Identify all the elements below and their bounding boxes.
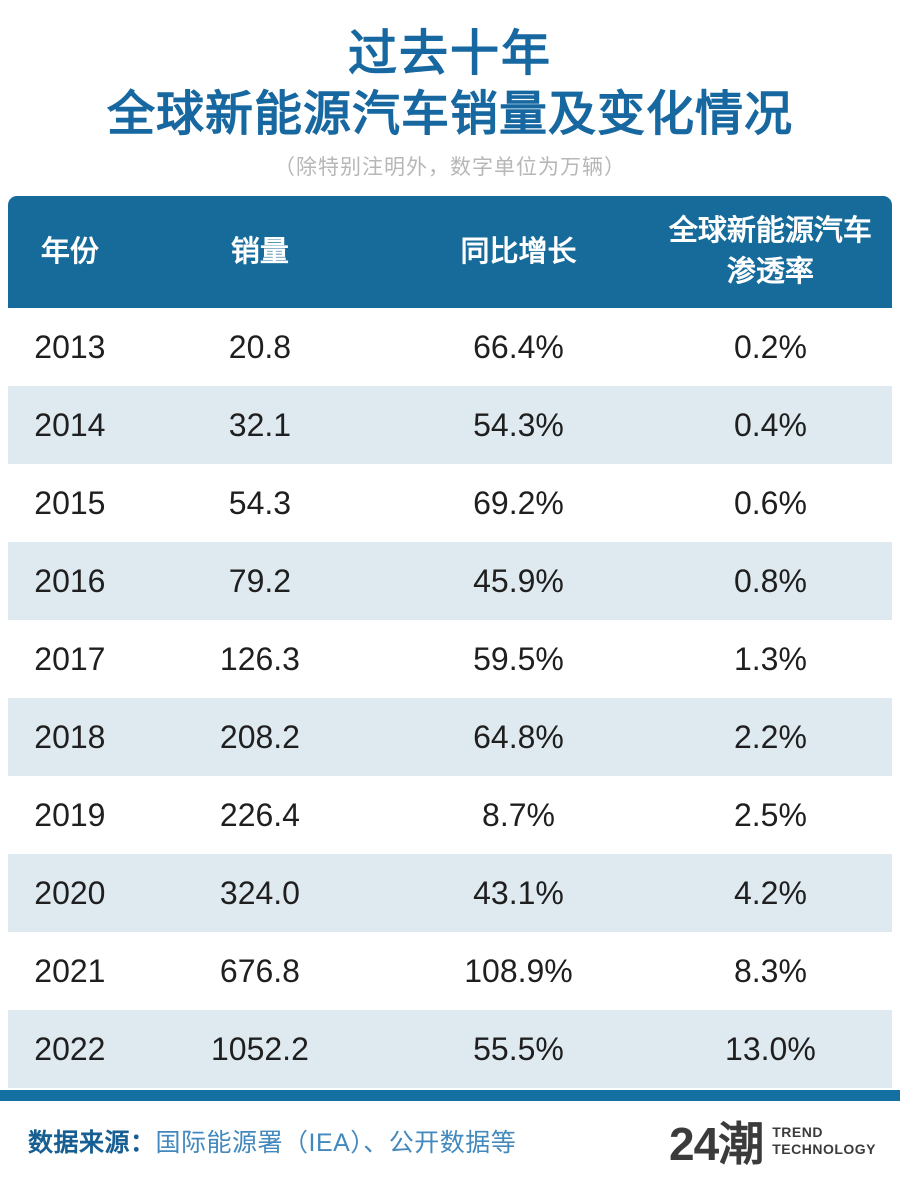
cell-penetration: 0.4% [733, 406, 807, 443]
bottom-accent-bar [0, 1090, 900, 1101]
unit-note: （除特别注明外，数字单位为万辆） [274, 155, 626, 179]
table-header-row: 年份 销量 同比增长 全球新能源汽车 渗透率 [8, 196, 892, 308]
cell-penetration: 2.5% [733, 796, 807, 833]
logo-24chao-wordmark: 24潮 [669, 1118, 764, 1170]
cell-penetration: 13.0% [725, 1030, 816, 1067]
table-row-2020: 2020 324.0 43.1% 4.2% [8, 854, 892, 932]
cell-sales: 79.2 [228, 562, 292, 599]
cell-yoy-growth: 55.5% [473, 1030, 564, 1067]
data-table: 年份 销量 同比增长 全球新能源汽车 渗透率 2013 20.8 66.4% 0… [8, 196, 892, 1088]
cell-year: 2019 [34, 796, 106, 833]
cell-penetration: 4.2% [733, 874, 807, 911]
cell-yoy-growth: 59.5% [473, 640, 564, 677]
data-source-text: 国际能源署（IEA）、公开数据等 [155, 1129, 517, 1157]
logo-trend-technology-text: TREND TECHNOLOGY [772, 1123, 876, 1158]
cell-yoy-growth: 43.1% [473, 874, 564, 911]
column-header-sales: 销量 [230, 235, 289, 268]
page-title-line2: 全球新能源汽车销量及变化情况 [106, 87, 793, 141]
table-row-2022: 2022 1052.2 55.5% 13.0% [8, 1010, 892, 1088]
cell-yoy-growth: 45.9% [473, 562, 564, 599]
table-row-2018: 2018 208.2 64.8% 2.2% [8, 698, 892, 776]
table-row-2017: 2017 126.3 59.5% 1.3% [8, 620, 892, 698]
cell-yoy-growth: 69.2% [473, 484, 564, 521]
cell-sales: 1052.2 [210, 1030, 309, 1067]
table-row-2013: 2013 20.8 66.4% 0.2% [8, 308, 892, 386]
cell-year: 2020 [34, 874, 106, 911]
cell-yoy-growth: 108.9% [464, 952, 573, 989]
cell-penetration: 1.3% [733, 640, 807, 677]
cell-year: 2021 [34, 952, 106, 989]
title-block: 过去十年 全球新能源汽车销量及变化情况 （除特别注明外，数字单位为万辆） [0, 0, 900, 181]
cell-sales: 226.4 [219, 796, 300, 833]
cell-year: 2018 [34, 718, 106, 755]
cell-sales: 32.1 [228, 406, 292, 443]
column-header-year: 年份 [40, 235, 99, 268]
cell-year: 2022 [34, 1030, 106, 1067]
cell-sales: 324.0 [219, 874, 300, 911]
cell-year: 2015 [34, 484, 106, 521]
cell-yoy-growth: 54.3% [473, 406, 564, 443]
cell-penetration: 8.3% [733, 952, 807, 989]
cell-year: 2013 [34, 328, 106, 365]
cell-penetration: 2.2% [733, 718, 807, 755]
cell-penetration: 0.8% [733, 562, 807, 599]
data-source: 数据来源：国际能源署（IEA）、公开数据等 [28, 1123, 516, 1159]
cell-sales: 676.8 [219, 952, 300, 989]
cell-sales: 208.2 [219, 718, 300, 755]
cell-year: 2014 [34, 406, 106, 443]
table-row-2019: 2019 226.4 8.7% 2.5% [8, 776, 892, 854]
column-header-yoy-growth: 同比增长 [460, 235, 577, 268]
cell-year: 2016 [34, 562, 106, 599]
cell-sales: 126.3 [219, 640, 300, 677]
table-row-2021: 2021 676.8 108.9% 8.3% [8, 932, 892, 1010]
page-title-line1: 过去十年 [347, 27, 552, 81]
table-row-2015: 2015 54.3 69.2% 0.6% [8, 464, 892, 542]
cell-sales: 54.3 [228, 484, 292, 521]
cell-penetration: 0.6% [733, 484, 807, 521]
table-body: 2013 20.8 66.4% 0.2% 2014 32.1 54.3% 0.4… [8, 308, 892, 1088]
table-row-2014: 2014 32.1 54.3% 0.4% [8, 386, 892, 464]
footer: 数据来源：国际能源署（IEA）、公开数据等 24潮 TREND TECHNOLO… [28, 1106, 876, 1176]
cell-yoy-growth: 66.4% [473, 328, 564, 365]
cell-yoy-growth: 8.7% [482, 796, 555, 833]
table-row-2016: 2016 79.2 45.9% 0.8% [8, 542, 892, 620]
data-source-label: 数据来源： [28, 1129, 156, 1157]
column-header-penetration: 全球新能源汽车 渗透率 [668, 215, 872, 288]
cell-yoy-growth: 64.8% [473, 718, 564, 755]
brand-logo: 24潮 TREND TECHNOLOGY [669, 1108, 876, 1174]
cell-year: 2017 [34, 640, 106, 677]
cell-penetration: 0.2% [733, 328, 807, 365]
cell-sales: 20.8 [228, 328, 292, 365]
